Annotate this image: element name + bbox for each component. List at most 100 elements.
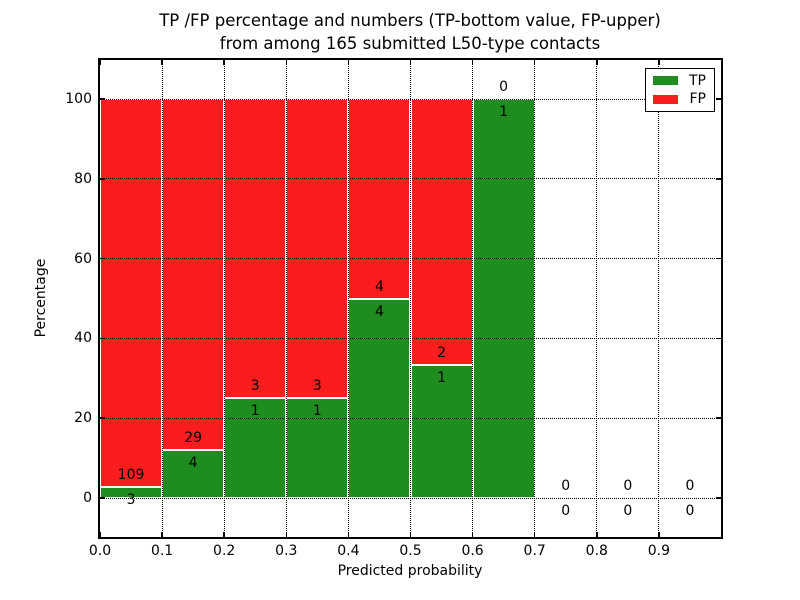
x-tick-mark [596,532,598,537]
x-tick-label: 0.1 [150,543,174,559]
tp-legend-swatch [653,76,678,86]
x-tick-label: 0.8 [585,543,608,559]
tp-bar-segment [286,398,349,498]
tp-bar-segment [410,365,473,498]
x-tick-label: 0.4 [337,543,360,559]
y-tick-label: 60 [74,250,92,267]
tp-count-label: 0 [623,503,633,519]
fp-bar-segment [224,99,287,399]
plot-area: TP FP 109 3 29 4 3 1 3 1 4 4 2 1 0 1 0 0 0 0 0 0 [98,58,723,539]
legend-entry-tp: TP [646,74,714,88]
x-tick-mark [596,60,598,65]
fp-count-label: 3 [312,378,322,395]
tp-count-label: 1 [250,403,260,420]
y-tick-mark [100,257,105,260]
chart-title: TP /FP percentage and numbers (TP-bottom… [20,9,800,55]
legend: TP FP [645,68,715,112]
x-tick-mark [533,532,536,537]
tp-legend-label: TP [689,72,706,89]
tp-count-label: 4 [188,454,198,471]
x-tick-mark [347,532,350,537]
y-tick-mark [100,98,105,100]
x-tick-label: 0.3 [275,543,298,559]
x-tick-label: 0.6 [461,543,484,559]
fp-legend-swatch [653,94,678,104]
tp-count-label: 1 [312,403,322,420]
x-tick-mark [409,532,412,537]
x-tick-mark [161,60,163,65]
y-tick-mark [716,497,721,499]
fp-bar-segment [286,99,349,399]
fp-bar-segment [348,99,411,299]
tp-bar-segment [472,99,535,498]
x-tick-mark [223,60,225,65]
tp-bar-segment [162,449,225,498]
x-axis-label: Predicted probability [337,563,483,579]
x-tick-label: 0.5 [399,543,422,559]
x-tick-mark [533,60,536,65]
x-tick-mark [409,60,412,65]
tp-count-label: 0 [561,503,571,519]
x-tick-mark [99,60,101,65]
x-tick-mark [658,532,660,537]
vertical-gridline [223,60,225,537]
x-tick-label: 0.2 [213,543,236,559]
fp-count-label: 0 [623,478,633,494]
fp-count-label: 0 [499,79,509,95]
y-tick-label: 40 [74,330,92,347]
x-tick-mark [471,60,474,65]
chart-title-line2: from among 165 submitted L50-type contac… [219,34,601,53]
y-tick-label: 0 [83,490,92,506]
y-tick-label: 80 [74,170,92,187]
fp-count-label: 3 [250,378,260,395]
x-tick-mark [471,532,474,537]
vertical-gridline [472,60,474,537]
x-tick-label: 0.7 [523,543,546,559]
vertical-gridline [534,60,536,537]
y-tick-mark [100,337,105,340]
y-tick-mark [100,417,105,419]
y-tick-label: 20 [74,410,92,427]
y-tick-mark [716,257,721,260]
fp-count-label: 2 [437,345,446,361]
x-tick-mark [99,532,101,537]
x-tick-mark [347,60,350,65]
legend-entry-fp: FP [646,92,714,106]
y-tick-mark [716,178,721,180]
fp-bar-segment [162,99,225,450]
tp-count-label: 4 [374,303,384,320]
x-tick-mark [161,532,163,537]
vertical-gridline [410,60,411,537]
fp-bar-segment [410,99,473,365]
y-tick-label: 100 [65,91,92,107]
vertical-gridline [347,60,349,537]
y-tick-mark [716,417,721,419]
y-tick-mark [716,98,721,100]
tp-count-label: 0 [685,503,695,519]
y-tick-mark [100,178,105,180]
tp-count-label: 1 [437,370,446,386]
chart-title-line1: TP /FP percentage and numbers (TP-bottom… [159,11,661,30]
x-tick-label: 0.0 [88,543,112,559]
x-tick-mark [285,60,288,65]
vertical-gridline [161,60,163,537]
fp-count-label: 0 [561,478,571,494]
tp-count-label: 3 [126,492,136,509]
x-tick-mark [223,532,225,537]
vertical-gridline [596,60,598,537]
y-axis-label: Percentage [33,258,49,338]
x-tick-mark [285,532,288,537]
tp-bar-segment [348,298,411,498]
fp-legend-label: FP [689,91,707,108]
x-tick-mark [658,60,660,65]
tp-count-label: 1 [499,104,509,120]
fp-count-label: 29 [184,429,203,446]
y-tick-mark [716,337,721,340]
fp-count-label: 4 [374,278,384,295]
vertical-gridline [658,60,660,537]
y-tick-mark [100,497,105,499]
x-tick-label: 0.9 [647,543,671,559]
tp-bar-segment [224,398,287,498]
fp-count-label: 0 [685,478,695,494]
